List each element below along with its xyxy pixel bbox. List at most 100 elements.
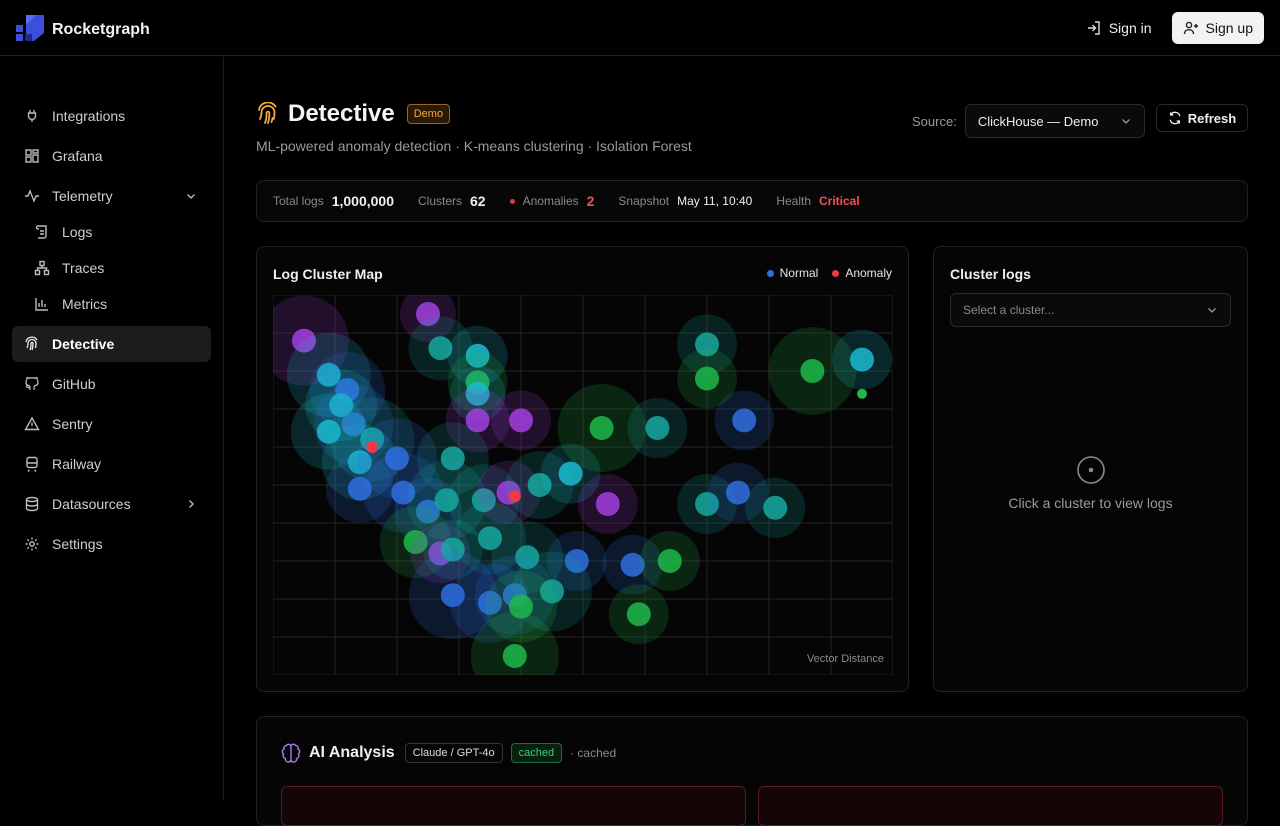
cluster-point[interactable] (491, 390, 551, 451)
cluster-point[interactable] (447, 325, 508, 386)
cluster-point[interactable] (321, 424, 398, 501)
cluster-point[interactable] (714, 390, 775, 451)
cluster-point[interactable] (708, 462, 768, 523)
legend-normal: Normal (766, 266, 819, 280)
ai-finding-panel (758, 786, 1223, 826)
cluster-point[interactable] (832, 329, 892, 390)
cluster-point[interactable] (447, 464, 520, 537)
cluster-point[interactable] (768, 327, 857, 415)
cluster-point[interactable] (540, 443, 601, 504)
cluster-point[interactable] (577, 474, 638, 534)
cluster-select-placeholder: Select a cluster... (963, 303, 1055, 317)
sidebar-item-label: Telemetry (52, 188, 113, 204)
fingerprint-icon (258, 102, 277, 124)
sign-up-button[interactable]: Sign up (1171, 12, 1264, 44)
sidebar-item-grafana[interactable]: Grafana (12, 138, 211, 174)
network-icon (34, 260, 50, 276)
cluster-point[interactable] (445, 388, 510, 453)
cluster-point[interactable] (406, 460, 487, 541)
fingerprint-icon (25, 336, 38, 351)
activity-icon (25, 189, 39, 203)
cluster-point[interactable] (454, 502, 526, 575)
cluster-point[interactable] (745, 477, 806, 538)
cluster-point[interactable] (416, 422, 489, 495)
grid-icon (25, 149, 39, 163)
anomaly-dot-icon (509, 198, 515, 204)
source-label: Source: (912, 113, 957, 129)
cluster-point[interactable] (627, 398, 688, 458)
cluster-point[interactable] (357, 418, 437, 499)
triangle-icon (24, 416, 40, 431)
legend-label: Normal (779, 266, 819, 280)
cluster-point[interactable] (677, 314, 737, 375)
sidebar-item-settings[interactable]: Settings (12, 526, 211, 562)
cluster-point[interactable] (470, 612, 559, 675)
ai-finding-panel (281, 786, 746, 826)
stat-label: Anomalies (522, 194, 579, 208)
sidebar-item-label: GitHub (52, 376, 96, 392)
login-icon (1087, 21, 1100, 35)
cluster-point[interactable] (677, 348, 737, 409)
sidebar-item-logs[interactable]: Logs (34, 214, 211, 250)
anomaly-point[interactable] (508, 490, 521, 503)
anomaly-point[interactable] (857, 388, 867, 399)
cluster-point[interactable] (546, 531, 607, 591)
chevron-down-icon (1208, 308, 1216, 313)
sidebar-item-traces[interactable]: Traces (34, 250, 211, 286)
scroll-icon (35, 225, 47, 239)
cluster-point[interactable] (450, 562, 530, 643)
cached-badge: cached (510, 743, 563, 763)
cluster-point[interactable] (449, 365, 506, 422)
sidebar-item-datasources[interactable]: Datasources (12, 486, 211, 522)
chevron-right-icon (189, 500, 194, 508)
sidebar-item-sentry[interactable]: Sentry (12, 406, 211, 442)
sidebar-item-label: Settings (52, 536, 103, 552)
cluster-point[interactable] (505, 451, 574, 519)
cluster-point[interactable] (512, 551, 592, 632)
cluster-point[interactable] (485, 570, 557, 643)
sidebar-item-integrations[interactable]: Integrations (12, 98, 211, 134)
cluster-point[interactable] (422, 519, 483, 580)
sidebar-item-github[interactable]: GitHub (12, 366, 211, 402)
sidebar-item-label: Detective (52, 336, 115, 352)
cluster-point[interactable] (290, 393, 367, 470)
stat-label: Health (776, 194, 811, 208)
cluster-point[interactable] (476, 460, 541, 525)
stat-label: Total logs (273, 194, 324, 208)
target-icon (1077, 456, 1105, 484)
sign-in-button[interactable]: Sign in (1078, 12, 1160, 44)
source-select[interactable]: ClickHouse — Demo (964, 104, 1145, 138)
sidebar: Integrations Grafana Telemetry Logs Trac… (0, 57, 224, 800)
cluster-select[interactable]: Select a cluster... (950, 293, 1231, 327)
cluster-point[interactable] (602, 534, 663, 595)
cluster-point[interactable] (557, 384, 646, 472)
cluster-point[interactable] (491, 521, 564, 594)
refresh-button[interactable]: Refresh (1156, 104, 1248, 132)
sidebar-item-metrics[interactable]: Metrics (34, 286, 211, 322)
cluster-scatter-plot[interactable] (273, 295, 893, 675)
sidebar-item-label: Datasources (52, 496, 131, 512)
cluster-point[interactable] (677, 474, 737, 534)
page-subtitle: ML-powered anomaly detection · K-means c… (256, 138, 692, 154)
brand[interactable]: Rocketgraph (16, 13, 150, 46)
gear-icon (25, 537, 39, 551)
page-header: Detective Demo (256, 100, 451, 128)
cluster-point[interactable] (325, 454, 394, 523)
sidebar-item-label: Logs (62, 224, 93, 240)
user-plus-icon (1183, 21, 1198, 35)
bar-chart-icon (35, 298, 48, 311)
cached-note: · cached (570, 746, 617, 760)
source-picker: Source: ClickHouse — Demo (912, 104, 1145, 138)
cluster-point[interactable] (608, 584, 669, 645)
sidebar-item-railway[interactable]: Railway (12, 446, 211, 482)
sidebar-item-telemetry[interactable]: Telemetry (12, 178, 211, 214)
sidebar-item-detective[interactable]: Detective (12, 326, 211, 362)
cluster-point[interactable] (408, 551, 497, 640)
sidebar-item-label: Railway (52, 456, 102, 472)
stat-value: 2 (586, 193, 595, 209)
cluster-point[interactable] (408, 316, 473, 381)
cluster-logs-card: Cluster logs Select a cluster... Click a… (933, 246, 1248, 692)
cluster-point[interactable] (639, 531, 700, 591)
cluster-point[interactable] (400, 295, 456, 342)
anomaly-point[interactable] (366, 441, 379, 453)
